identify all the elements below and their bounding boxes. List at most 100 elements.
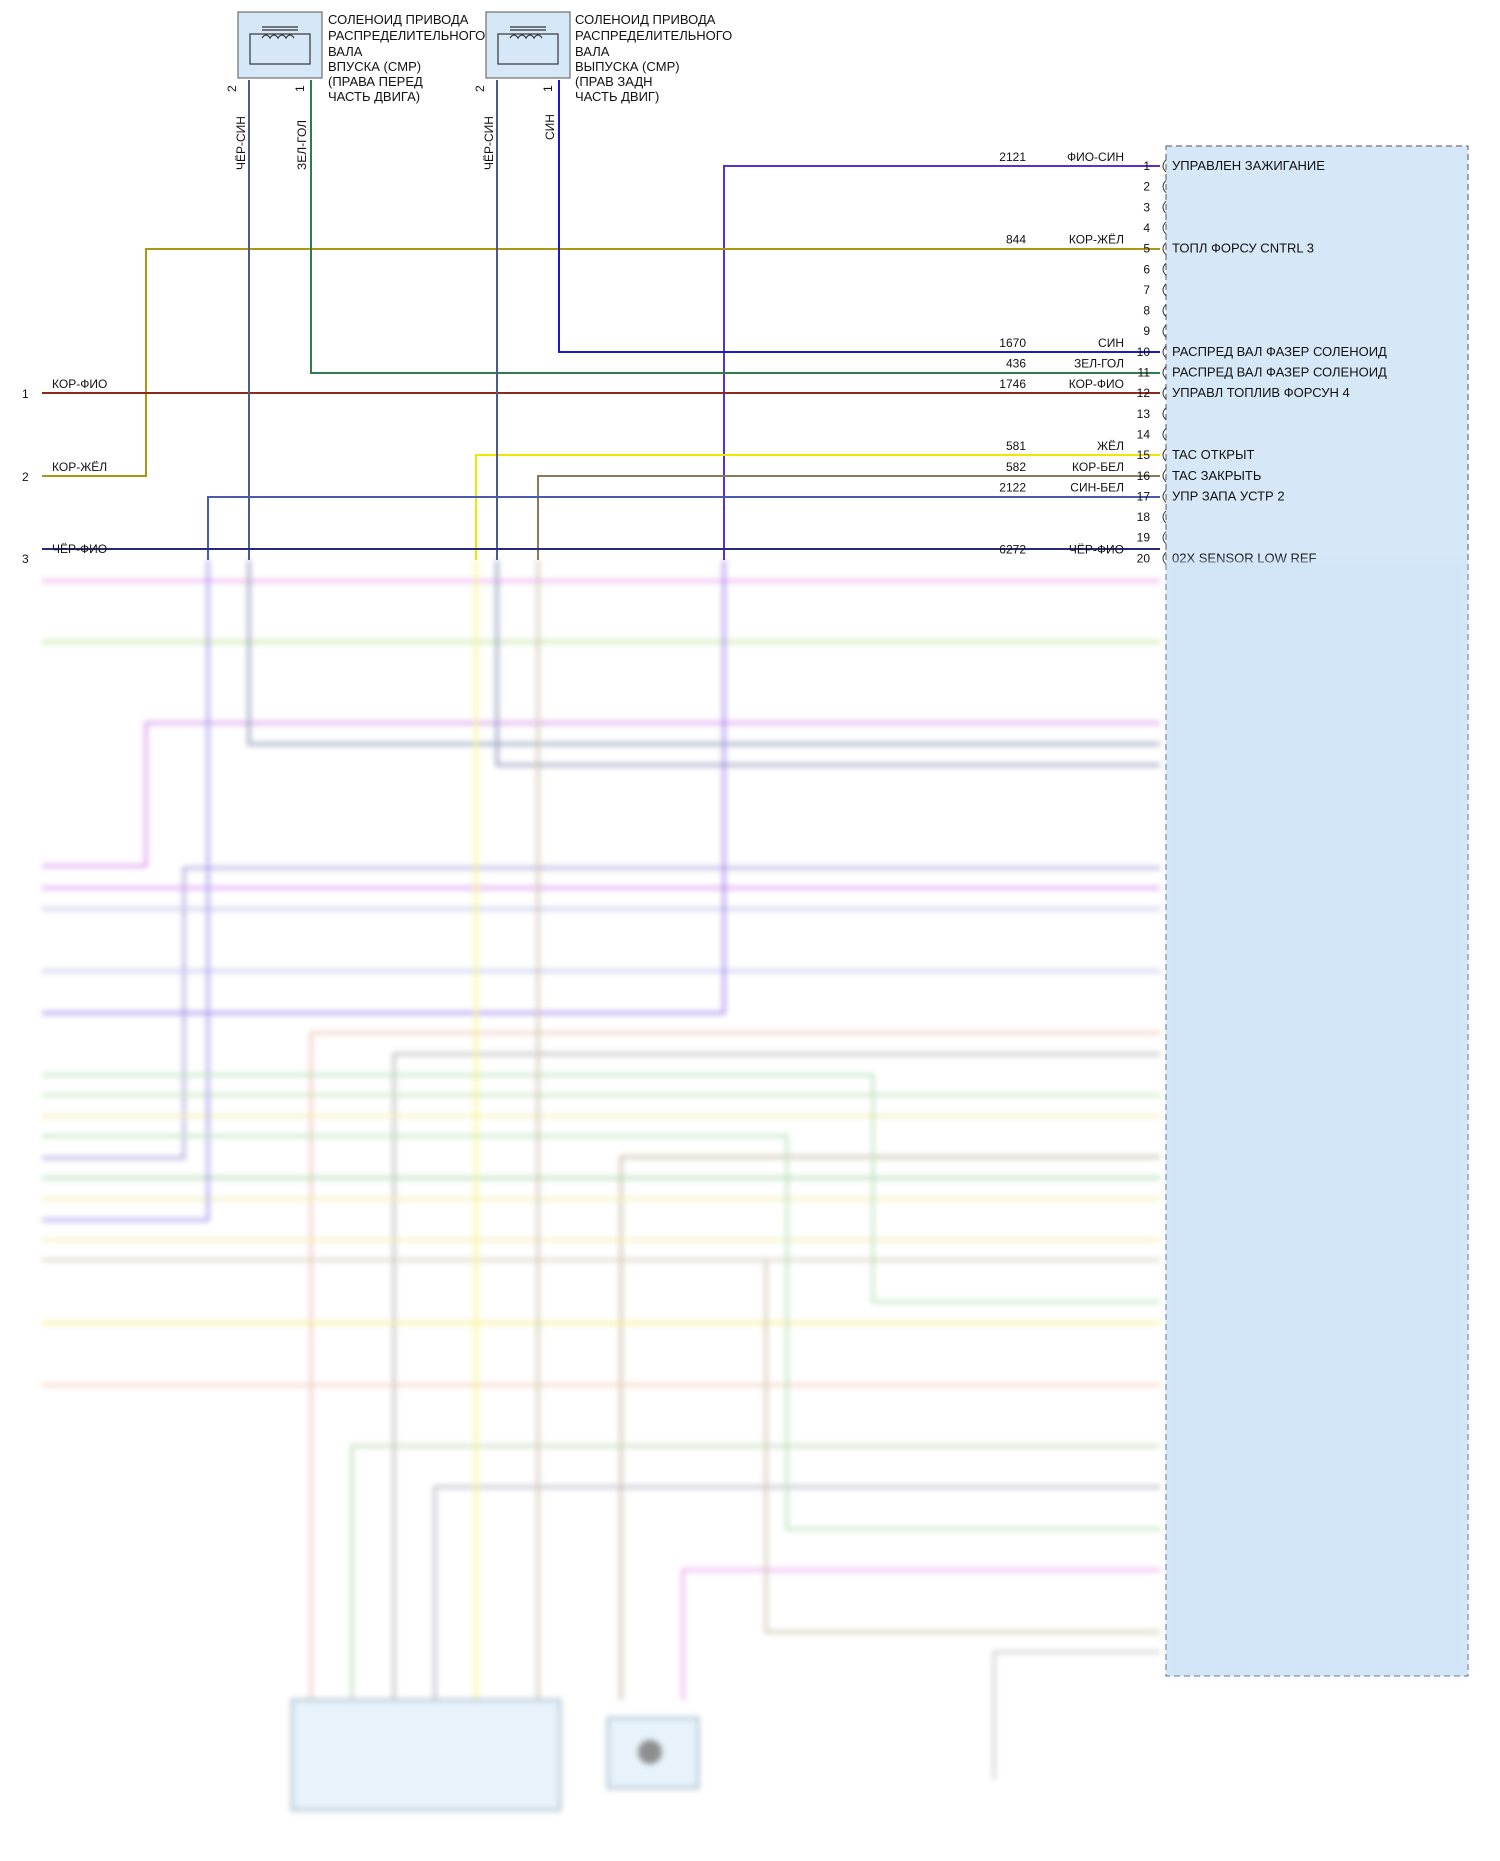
solenoid-coil-icon bbox=[497, 26, 559, 65]
intake-solenoid: 2 1 СОЛЕНОИД ПРИВОДА РАСПРЕДЕЛИТЕЛЬНОГО … bbox=[225, 11, 485, 170]
left-color-2: КОР-ЖЁЛ bbox=[52, 460, 107, 474]
circuit-number: 1670 bbox=[999, 336, 1026, 350]
pin-function: УПРАВЛ ТОПЛИВ ФОРСУН 4 bbox=[1172, 385, 1350, 400]
exhaust-title-line-6: ЧАСТЬ ДВИГ) bbox=[575, 89, 659, 104]
circuit-number: 6272 bbox=[999, 542, 1026, 556]
pin-terminal-icon bbox=[1162, 490, 1167, 503]
circuit-number: 2121 bbox=[999, 150, 1026, 164]
module-row-19: 19 bbox=[1137, 531, 1167, 545]
exhaust-title-line-2: РАСПРЕДЕЛИТЕЛЬНОГО bbox=[575, 28, 732, 43]
module-pin-rows: 1 2121 ФИО-СИН УПРАВЛЕН ЗАЖИГАНИЕ 2 3 4 5 844 КОР… bbox=[999, 150, 1387, 565]
pin-number: 17 bbox=[1137, 489, 1151, 503]
intake-pin-1: 1 bbox=[293, 85, 307, 92]
module-row-12: 12 1746 КОР-ФИО УПРАВЛ ТОПЛИВ ФОРСУН 4 bbox=[999, 377, 1349, 400]
wire-color: КОР-БЕЛ bbox=[1072, 460, 1124, 474]
intake-title-line-1: СОЛЕНОИД ПРИВОДА bbox=[328, 12, 469, 27]
pin-number: 8 bbox=[1143, 304, 1150, 318]
exhaust-solenoid: 2 1 СОЛЕНОИД ПРИВОДА РАСПРЕДЕЛИТЕЛЬНОГО … bbox=[473, 11, 732, 170]
exhaust-title-line-1: СОЛЕНОИД ПРИВОДА bbox=[575, 12, 716, 27]
solenoid-coil-icon bbox=[249, 26, 311, 65]
circuit-number: 581 bbox=[1006, 439, 1026, 453]
pin-number: 9 bbox=[1143, 324, 1150, 338]
pin-number: 6 bbox=[1143, 262, 1150, 276]
module-row-14: 14 bbox=[1137, 427, 1167, 441]
module-row-7: 7 bbox=[1143, 283, 1167, 297]
wire-color: СИН bbox=[1098, 336, 1124, 350]
pin-number: 5 bbox=[1143, 242, 1150, 256]
left-connector-3: 3 ЧЁР-ФИО bbox=[22, 542, 107, 566]
exhaust-wire-label-1: ЧЁР-СИН bbox=[482, 116, 496, 170]
pin-number: 10 bbox=[1137, 345, 1151, 359]
wire-color: СИН-БЕЛ bbox=[1070, 480, 1124, 494]
pin-function: УПРАВЛЕН ЗАЖИГАНИЕ bbox=[1172, 158, 1325, 173]
module-row-17: 17 2122 СИН-БЕЛ УПР ЗАПА УСТР 2 bbox=[999, 480, 1284, 503]
pin-number: 2 bbox=[1143, 180, 1150, 194]
pin-terminal-icon bbox=[1162, 407, 1167, 421]
wires-top bbox=[42, 80, 1160, 560]
module-row-13: 13 bbox=[1137, 407, 1167, 421]
pin-terminal-icon bbox=[1162, 510, 1167, 524]
left-color-3: ЧЁР-ФИО bbox=[52, 542, 107, 556]
pin-terminal-icon bbox=[1162, 324, 1167, 338]
intake-title-line-5: (ПРАВА ПЕРЕД bbox=[328, 74, 423, 89]
pin-number: 7 bbox=[1143, 283, 1150, 297]
module-row-1: 1 2121 ФИО-СИН УПРАВЛЕН ЗАЖИГАНИЕ bbox=[999, 150, 1325, 173]
wire-pin17-blue bbox=[207, 496, 1160, 560]
wire-color: КОР-ФИО bbox=[1069, 377, 1124, 391]
module-row-2: 2 bbox=[1143, 180, 1167, 194]
module-row-15: 15 581 ЖЁЛ TAC ОТКРЫТ bbox=[1006, 439, 1254, 462]
exhaust-wire-label-2: СИН bbox=[543, 114, 557, 140]
pin-number: 4 bbox=[1143, 221, 1150, 235]
wire-pin11-green bbox=[310, 80, 1160, 374]
pin-number: 13 bbox=[1137, 407, 1151, 421]
pin-number: 1 bbox=[1143, 159, 1150, 173]
pin-function: TAC ОТКРЫТ bbox=[1172, 447, 1254, 462]
pin-terminal-icon bbox=[1162, 531, 1167, 545]
intake-pin-2: 2 bbox=[225, 85, 239, 92]
exhaust-pin-1: 1 bbox=[541, 85, 555, 92]
module-row-8: 8 bbox=[1143, 304, 1167, 318]
wire-pin1-violet bbox=[723, 165, 1160, 560]
intake-wire-label-2: ЗЕЛ-ГОЛ bbox=[295, 120, 309, 170]
wire-pin16-tan bbox=[537, 475, 1160, 560]
wire-pin5-olive bbox=[42, 248, 1160, 477]
module-row-10: 10 1670 СИН РАСПРЕД ВАЛ ФАЗЕР СОЛЕНОИД bbox=[999, 336, 1387, 359]
left-connector-1: 1 КОР-ФИО bbox=[22, 377, 107, 401]
pin-function: TAC ЗАКРЫТЬ bbox=[1172, 468, 1261, 483]
module-row-4: 4 bbox=[1143, 221, 1167, 235]
pin-terminal-icon bbox=[1162, 283, 1167, 297]
pin-function: РАСПРЕД ВАЛ ФАЗЕР СОЛЕНОИД bbox=[1172, 344, 1387, 359]
module-row-5: 5 844 КОР-ЖЁЛ ТОПЛ ФОРСУ CNTRL 3 bbox=[1006, 233, 1314, 256]
pin-terminal-icon bbox=[1162, 159, 1167, 173]
left-pin-1: 1 bbox=[22, 387, 29, 401]
pin-terminal-icon bbox=[1162, 200, 1167, 214]
pin-number: 16 bbox=[1137, 469, 1151, 483]
pin-number: 15 bbox=[1137, 448, 1151, 462]
pin-terminal-icon bbox=[1162, 180, 1167, 194]
wire-pin15-yellow bbox=[475, 454, 1160, 560]
pin-number: 12 bbox=[1137, 386, 1151, 400]
module-row-3: 3 bbox=[1143, 200, 1167, 214]
exhaust-title-line-4: ВЫПУСКА (CMP) bbox=[575, 59, 680, 74]
blurred-lower-section bbox=[42, 560, 1468, 1812]
intake-title-line-2: РАСПРЕДЕЛИТЕЛЬНОГО bbox=[328, 28, 485, 43]
left-connector-2: 2 КОР-ЖЁЛ bbox=[22, 460, 107, 484]
pin-number: 3 bbox=[1143, 200, 1150, 214]
pin-terminal-icon bbox=[1162, 242, 1167, 255]
pin-terminal-icon bbox=[1162, 221, 1167, 235]
module-row-16: 16 582 КОР-БЕЛ TAC ЗАКРЫТЬ bbox=[1006, 460, 1261, 483]
module-row-11: 11 436 ЗЕЛ-ГОЛ РАСПРЕД ВАЛ ФАЗЕР СОЛЕНОИД bbox=[1006, 357, 1387, 380]
pin-terminal-icon bbox=[1162, 551, 1167, 565]
pin-terminal-icon bbox=[1162, 448, 1167, 462]
pin-number: 20 bbox=[1137, 551, 1151, 565]
left-color-1: КОР-ФИО bbox=[52, 377, 107, 391]
wire-color: ЧЁР-ФИО bbox=[1069, 542, 1124, 556]
pin-terminal-icon bbox=[1162, 428, 1167, 441]
pin-function: УПР ЗАПА УСТР 2 bbox=[1172, 488, 1285, 503]
circuit-number: 1746 bbox=[999, 377, 1026, 391]
intake-title-line-6: ЧАСТЬ ДВИГА) bbox=[328, 89, 420, 104]
pin-number: 14 bbox=[1137, 427, 1151, 441]
circuit-number: 844 bbox=[1006, 233, 1026, 247]
exhaust-title-line-3: ВАЛА bbox=[575, 44, 610, 59]
